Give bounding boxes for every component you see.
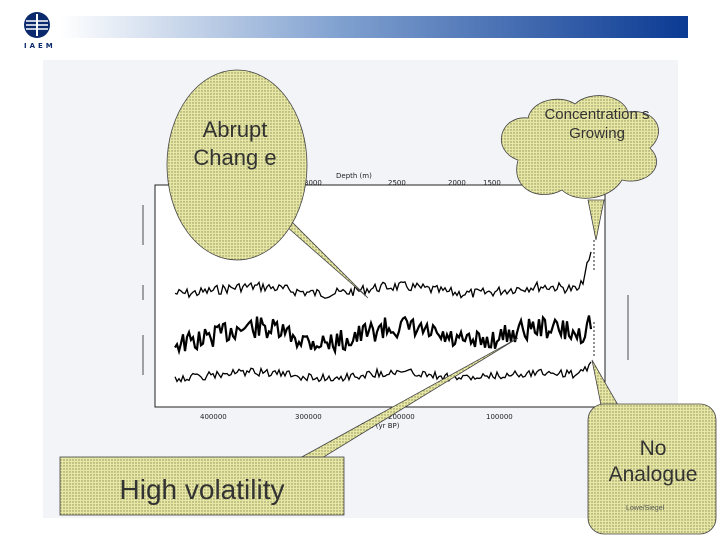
no-analogue-callout xyxy=(587,403,717,535)
age-tick: 100000 xyxy=(486,413,513,421)
abrupt-change-label: Abrupt Chang e xyxy=(193,117,277,170)
age-axis-label: Age (yr BP) xyxy=(360,422,400,430)
concentrations-callout xyxy=(500,95,659,199)
series-line-upper xyxy=(174,251,592,299)
logo-text: IAEM xyxy=(24,42,56,50)
header-bar xyxy=(60,16,688,38)
no-analogue-label: No Analogue xyxy=(608,437,698,487)
high-volatility-callout xyxy=(59,456,345,516)
age-tick: 300000 xyxy=(295,413,322,421)
depth-tick: 2000 xyxy=(448,179,466,187)
depth-axis-label: Depth (m) xyxy=(336,172,372,180)
footnote: Lowe/Siegel xyxy=(626,505,665,512)
abrupt-change-callout xyxy=(166,69,308,261)
depth-tick: 3000 xyxy=(304,179,322,187)
age-tick: 200000 xyxy=(388,413,415,421)
age-tick: 400000 xyxy=(200,413,227,421)
depth-tick: 1500 xyxy=(483,179,501,187)
depth-tick: 2500 xyxy=(388,179,406,187)
logo xyxy=(22,10,52,50)
series-line-middle xyxy=(174,314,593,356)
series-line-lower xyxy=(174,361,592,384)
institute-logo-icon xyxy=(24,12,50,38)
high-volatility-label: High volatility xyxy=(119,474,285,505)
concentrations-callout-tail xyxy=(587,199,605,241)
concentrations-growing-label: Concentration s Growing xyxy=(544,106,650,142)
